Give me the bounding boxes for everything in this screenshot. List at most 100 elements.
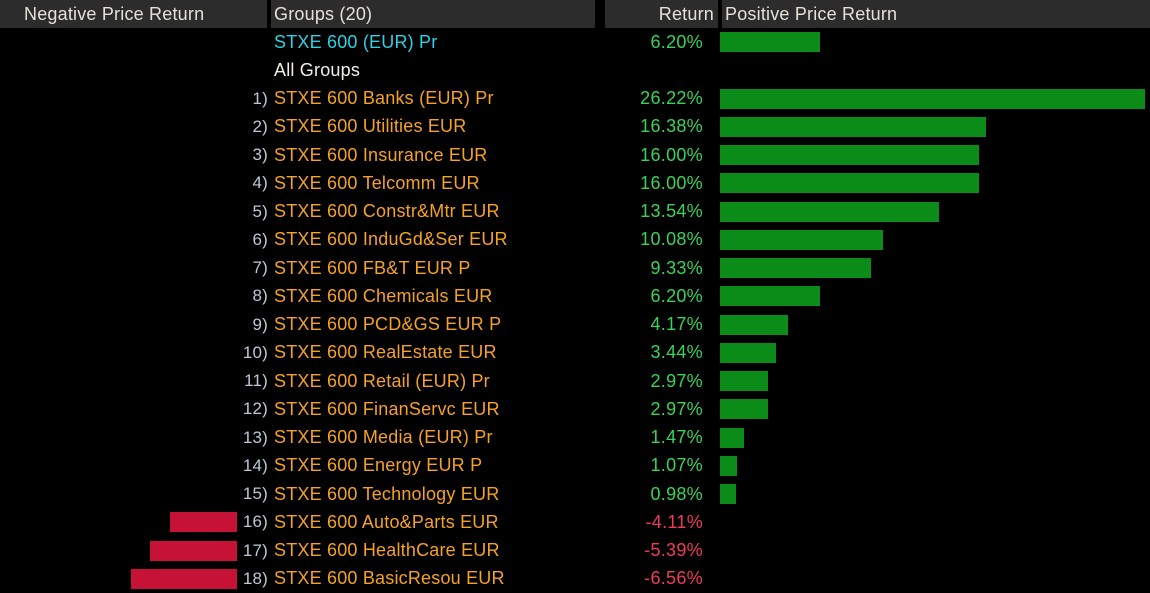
return-value	[580, 56, 703, 84]
row-number[interactable]: 5)	[252, 201, 268, 221]
return-bar	[720, 314, 788, 335]
group-label[interactable]: STXE 600 Energy EUR P	[274, 455, 483, 476]
row-number[interactable]: 18)	[242, 568, 268, 588]
return-bar	[720, 286, 820, 307]
column-header-return: Return	[605, 0, 718, 28]
return-value: 6.20%	[650, 31, 703, 52]
return-value: -5.39%	[644, 540, 703, 561]
row-number[interactable]: 11)	[244, 371, 268, 391]
group-label[interactable]: STXE 600 HealthCare EUR	[274, 540, 500, 561]
return-bar	[720, 371, 768, 391]
returns-row-list: STXE 600 (EUR) Pr 6.20% All Groups 1) ST…	[0, 28, 1150, 593]
group-label[interactable]: STXE 600 RealEstate EUR	[274, 342, 497, 363]
column-header-label: Return	[658, 3, 714, 24]
group-row[interactable]: 1) STXE 600 Banks (EUR) Pr 26.22%	[0, 85, 1150, 113]
row-number[interactable]	[170, 56, 268, 84]
group-row[interactable]: 9) STXE 600 PCD&GS EUR P 4.17%	[0, 311, 1150, 339]
return-bar	[720, 201, 939, 222]
group-row[interactable]: 6) STXE 600 InduGd&Ser EUR 10.08%	[0, 226, 1150, 254]
column-header-groups: Groups (20)	[271, 0, 595, 28]
group-row[interactable]: 2) STXE 600 Utilities EUR 16.38%	[0, 113, 1150, 141]
return-bar	[720, 455, 737, 476]
return-value: 2.97%	[650, 398, 703, 419]
group-row[interactable]: All Groups	[0, 56, 1150, 84]
return-value: 16.00%	[640, 172, 703, 193]
group-label[interactable]: STXE 600 Technology EUR	[274, 483, 500, 504]
row-number[interactable]: 17)	[242, 540, 268, 560]
group-row[interactable]: 11) STXE 600 Retail (EUR) Pr 2.97%	[0, 367, 1150, 395]
return-bar	[170, 512, 237, 533]
group-label[interactable]: STXE 600 Retail (EUR) Pr	[274, 370, 490, 391]
group-label[interactable]: STXE 600 Constr&Mtr EUR	[274, 201, 500, 222]
group-row[interactable]: 13) STXE 600 Media (EUR) Pr 1.47%	[0, 424, 1150, 452]
group-label[interactable]: STXE 600 Media (EUR) Pr	[274, 427, 493, 448]
return-bar	[150, 540, 237, 561]
group-row[interactable]: 12) STXE 600 FinanServc EUR 2.97%	[0, 395, 1150, 423]
return-value: 16.38%	[640, 116, 703, 137]
column-header-label: Positive Price Return	[725, 3, 898, 24]
group-row[interactable]: 5) STXE 600 Constr&Mtr EUR 13.54%	[0, 198, 1150, 226]
group-row[interactable]: 8) STXE 600 Chemicals EUR 6.20%	[0, 282, 1150, 310]
row-number[interactable]: 10)	[242, 342, 268, 362]
group-label[interactable]: STXE 600 Utilities EUR	[274, 116, 467, 137]
group-label[interactable]: STXE 600 Banks (EUR) Pr	[274, 88, 494, 109]
group-row[interactable]: 16) STXE 600 Auto&Parts EUR -4.11%	[0, 508, 1150, 536]
return-bar	[720, 173, 979, 194]
row-number[interactable]: 1)	[252, 88, 268, 108]
group-label[interactable]: STXE 600 Insurance EUR	[274, 144, 488, 165]
row-number[interactable]: 12)	[242, 399, 268, 419]
group-row[interactable]: 14) STXE 600 Energy EUR P 1.07%	[0, 452, 1150, 480]
group-label[interactable]: STXE 600 (EUR) Pr	[274, 31, 438, 52]
column-header-label: Negative Price Return	[24, 3, 205, 24]
group-label[interactable]: STXE 600 FinanServc EUR	[274, 398, 500, 419]
group-row[interactable]: 3) STXE 600 Insurance EUR 16.00%	[0, 141, 1150, 169]
return-bar	[720, 229, 883, 250]
return-value: 26.22%	[640, 88, 703, 109]
group-row[interactable]: STXE 600 (EUR) Pr 6.20%	[0, 28, 1150, 56]
row-number[interactable]: 9)	[252, 314, 268, 334]
return-value: 1.07%	[650, 455, 703, 476]
return-bar	[720, 32, 820, 52]
group-label[interactable]: STXE 600 Telcomm EUR	[274, 172, 480, 193]
group-row[interactable]: 15) STXE 600 Technology EUR 0.98%	[0, 480, 1150, 508]
row-number[interactable]: 15)	[242, 484, 268, 504]
group-row[interactable]: 4) STXE 600 Telcomm EUR 16.00%	[0, 169, 1150, 197]
return-value: 6.20%	[650, 285, 703, 306]
return-bar	[131, 568, 237, 589]
return-value: -4.11%	[645, 511, 703, 532]
group-row[interactable]: 17) STXE 600 HealthCare EUR -5.39%	[0, 537, 1150, 565]
return-bar	[720, 484, 736, 504]
row-number[interactable]: 2)	[252, 116, 268, 136]
group-label[interactable]: STXE 600 BasicResou EUR	[274, 568, 505, 589]
row-number[interactable]: 14)	[242, 455, 268, 475]
return-bar	[720, 145, 979, 165]
return-value: 3.44%	[650, 342, 703, 363]
return-value: 1.47%	[650, 427, 703, 448]
row-number[interactable]: 13)	[242, 427, 268, 447]
return-value: 16.00%	[640, 144, 703, 165]
return-value: 0.98%	[650, 483, 703, 504]
group-label[interactable]: STXE 600 FB&T EUR P	[274, 257, 471, 278]
row-number[interactable]: 16)	[242, 512, 268, 532]
group-label[interactable]: STXE 600 InduGd&Ser EUR	[274, 229, 508, 250]
row-number[interactable]: 8)	[252, 286, 268, 306]
column-header-negative-return: Negative Price Return	[0, 0, 267, 28]
return-value: 13.54%	[640, 201, 703, 222]
return-bar	[720, 116, 986, 137]
row-number[interactable]: 3)	[252, 145, 268, 165]
row-number[interactable]: 4)	[252, 173, 268, 193]
row-number[interactable]	[170, 28, 268, 56]
return-bar	[720, 399, 768, 420]
return-value: -6.56%	[644, 568, 703, 589]
group-label[interactable]: STXE 600 Chemicals EUR	[274, 285, 493, 306]
group-row[interactable]: 10) STXE 600 RealEstate EUR 3.44%	[0, 339, 1150, 367]
row-number[interactable]: 7)	[252, 258, 268, 278]
group-row[interactable]: 7) STXE 600 FB&T EUR P 9.33%	[0, 254, 1150, 282]
group-label[interactable]: STXE 600 PCD&GS EUR P	[274, 314, 502, 335]
row-number[interactable]: 6)	[252, 229, 268, 249]
group-label[interactable]: STXE 600 Auto&Parts EUR	[274, 511, 499, 532]
group-row[interactable]: 18) STXE 600 BasicResou EUR -6.56%	[0, 565, 1150, 593]
group-label[interactable]: All Groups	[274, 59, 361, 80]
return-value: 4.17%	[650, 314, 703, 335]
